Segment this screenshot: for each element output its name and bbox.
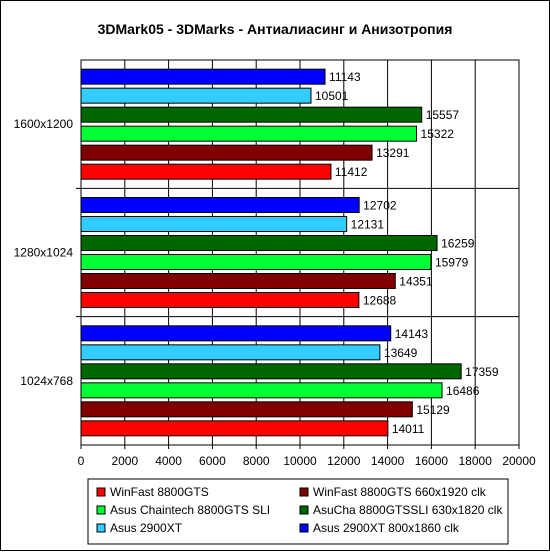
bar — [80, 363, 462, 380]
bar-value-label: 17359 — [465, 365, 499, 379]
bar — [80, 87, 312, 104]
legend-swatch — [96, 505, 106, 515]
bar — [80, 125, 418, 142]
bar-value-label: 11412 — [335, 165, 368, 179]
bar — [80, 382, 443, 399]
x-tick-label: 16000 — [415, 454, 449, 468]
bar — [80, 401, 413, 418]
bar — [80, 235, 438, 251]
x-tick-label: 6000 — [199, 454, 226, 468]
bar — [80, 325, 392, 342]
category-label: 1600x1200 — [14, 117, 74, 131]
x-tick-label: 4000 — [155, 454, 182, 468]
x-tick-label: 18000 — [459, 454, 493, 468]
bar-value-label: 15129 — [416, 403, 450, 417]
x-tick-label: 10000 — [283, 454, 317, 468]
bar-value-label: 12688 — [363, 294, 397, 308]
legend-label: WinFast 8800GTS — [110, 485, 209, 499]
bar-value-label: 12131 — [351, 218, 385, 232]
bar-value-label: 16259 — [441, 237, 475, 251]
legend-box — [87, 478, 509, 545]
legend-label: Asus 2900XT — [110, 521, 183, 535]
bar — [80, 273, 396, 289]
legend-label: Asus 2900XT 800x1860 clk — [313, 521, 460, 535]
chart-title: 3DMark05 - 3DMarks - Антиалиасинг и Аниз… — [98, 21, 453, 37]
bar-value-label: 13291 — [376, 146, 410, 160]
bar-value-label: 14011 — [392, 422, 425, 436]
bar — [80, 197, 360, 213]
plot-area: 0 2000 4000 6000 8000 10000 12000 14000 16000 180… — [14, 59, 536, 468]
x-tick-label: 20000 — [502, 454, 536, 468]
x-tick-label: 12000 — [327, 454, 361, 468]
bar-value-label: 15322 — [421, 127, 455, 141]
bar — [80, 216, 348, 232]
x-tick-label: 8000 — [243, 454, 270, 468]
bar-value-label: 10501 — [315, 89, 349, 103]
bar-value-label: 15557 — [426, 108, 460, 122]
bar-value-label: 16486 — [446, 384, 480, 398]
bar — [80, 144, 373, 161]
bar-value-label: 11143 — [329, 70, 361, 84]
x-tick-label: 14000 — [371, 454, 405, 468]
legend-swatch — [299, 523, 309, 533]
bar — [80, 254, 432, 270]
bar — [80, 420, 389, 437]
bar — [80, 106, 423, 123]
legend-label: WinFast 8800GTS 660x1920 clk — [313, 485, 487, 499]
bar-value-label: 15979 — [435, 256, 469, 270]
bar-value-label: 14143 — [395, 327, 429, 341]
legend-swatch — [96, 487, 106, 497]
bar — [80, 344, 381, 361]
legend-swatch — [96, 523, 106, 533]
legend-label: AsuCha 8800GTSSLI 630x1820 clk — [313, 503, 503, 517]
legend-swatch — [299, 505, 309, 515]
category-label: 1280x1024 — [14, 246, 74, 260]
legend-label: Asus Chaintech 8800GTS SLI — [110, 503, 270, 517]
x-tick-label: 0 — [78, 454, 85, 468]
bar-value-label: 14351 — [399, 275, 433, 289]
legend-swatch — [299, 487, 309, 497]
category-label: 1024x768 — [20, 374, 73, 388]
legend: WinFast 8800GTS WinFast 8800GTS 660x1920 … — [87, 478, 509, 545]
x-tick-label: 2000 — [111, 454, 138, 468]
bar — [80, 163, 332, 180]
bar — [80, 68, 326, 85]
bar-value-label: 13649 — [384, 346, 418, 360]
bar — [80, 292, 360, 308]
bar-value-label: 12702 — [363, 199, 397, 213]
plot-frame — [80, 59, 520, 446]
